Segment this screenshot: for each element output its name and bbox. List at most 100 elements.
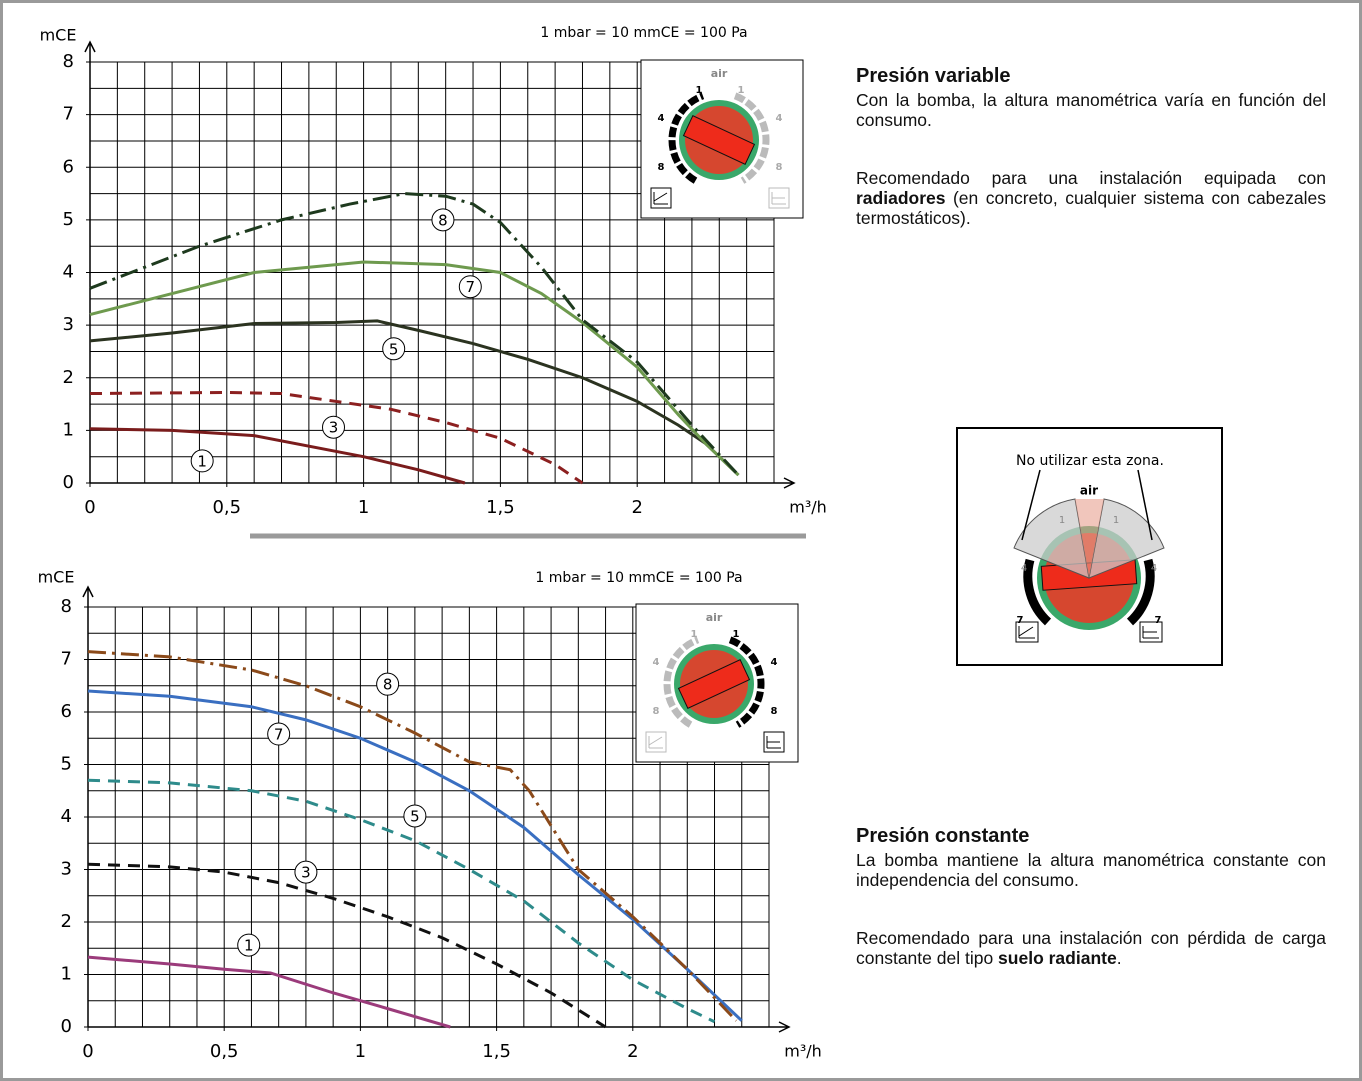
axis [82, 585, 94, 1027]
y-tick-label: 1 [63, 419, 74, 440]
dial-mark: 1 [1113, 515, 1119, 526]
y-tick-label: 7 [63, 104, 74, 125]
mode-icon-glyph [1142, 626, 1159, 639]
air-icon: air [711, 67, 728, 80]
mode-icon-glyph [1018, 626, 1035, 639]
y-axis-label: mCE [40, 26, 77, 45]
text-run: Recomendado para una instalación equipad… [856, 168, 1326, 188]
mode-icon [650, 187, 672, 209]
note: 1 mbar = 10 mmCE = 100 Pa [535, 570, 742, 586]
y-tick-label: 3 [63, 314, 74, 335]
dial-inset: air 1 4 8 1 4 8 [640, 59, 804, 219]
text-run: (en concreto, cualquier sistema con cabe… [856, 188, 1326, 228]
x-tick-label: 0 [82, 1041, 93, 1062]
axis [90, 477, 796, 489]
mode-icon-glyph [771, 192, 786, 205]
heading: Presión constante [856, 825, 1030, 847]
paragraph: Con la bomba, la altura manométrica varí… [856, 90, 1326, 130]
dial-label: 8 [653, 706, 660, 717]
axis [84, 40, 96, 483]
dial-knob [682, 114, 756, 166]
curve-label: 1 [197, 452, 207, 470]
forbidden-left [1013, 498, 1090, 579]
curve-label: 7 [466, 278, 476, 296]
y-tick-label: 6 [63, 156, 74, 177]
dial-label: 1 [691, 629, 698, 640]
mode-icon-glyph [766, 736, 781, 749]
dial-arc [728, 636, 765, 728]
curve [87, 955, 451, 1029]
x-tick-label: 2 [627, 1041, 638, 1062]
mode-icon-glyph [653, 192, 668, 205]
curve-badge [403, 804, 427, 828]
curve-badge [237, 933, 261, 957]
text-run: Recomendado para una instalación con pér… [856, 928, 1326, 968]
curve-badge [382, 337, 406, 361]
y-tick-label: 8 [63, 51, 74, 72]
curve-badge [267, 722, 291, 746]
curve-label: 3 [301, 864, 311, 882]
curve-badge [376, 672, 400, 696]
pointer [1137, 469, 1153, 541]
pointer [1021, 469, 1041, 541]
warning-label: No utilizar esta zona. [1016, 453, 1164, 469]
curve [89, 260, 740, 477]
mode-icon-glyph [648, 736, 663, 749]
variable-block: Presión variable Con la bomba, la altura… [856, 66, 1326, 266]
curve-badge [190, 449, 214, 473]
dial-arc [1126, 558, 1155, 626]
curve-label: 3 [329, 419, 339, 437]
dial-arc [668, 92, 705, 184]
text-bold: radiadores [856, 188, 946, 208]
dial-knob [677, 658, 751, 710]
curve [87, 778, 716, 1024]
x-tick-label: 2 [631, 497, 642, 518]
dial-label: 8 [771, 706, 778, 717]
x-tick-label: 1 [358, 497, 369, 518]
curve-label: 8 [383, 676, 393, 694]
heading: Presión variable [856, 65, 1011, 87]
y-tick-label: 2 [63, 367, 74, 388]
x-axis-label: m³/h [784, 1042, 822, 1061]
dial-mark: 7 [1155, 615, 1162, 626]
dial-label: 4 [776, 113, 783, 124]
y-tick-label: 8 [61, 596, 72, 617]
x-axis-label: m³/h [789, 498, 827, 517]
curve [87, 862, 607, 1029]
x-tick-label: 1 [355, 1041, 366, 1062]
curve [89, 390, 584, 485]
curve [89, 192, 740, 477]
dial-label: 1 [733, 629, 740, 640]
dial-label: 1 [738, 85, 745, 96]
x-tick-label: 0 [84, 497, 95, 518]
paragraph: La bomba mantiene la altura manométrica … [856, 850, 1326, 890]
dial-label: 4 [771, 657, 778, 668]
y-tick-label: 7 [61, 649, 72, 670]
air-icon: air [1080, 484, 1098, 498]
curve-label: 5 [410, 807, 420, 825]
y-tick-label: 4 [63, 262, 74, 283]
y-tick-label: 0 [63, 472, 74, 493]
dial-arc [663, 636, 700, 728]
y-tick-label: 5 [63, 209, 74, 230]
curve-label: 1 [244, 937, 254, 955]
curve [87, 689, 743, 1022]
paragraph: Recomendado para una instalación equipad… [856, 168, 1326, 228]
curve [89, 319, 740, 477]
curve-label: 8 [438, 211, 448, 229]
forbidden-right [1088, 498, 1165, 579]
dial-label: 8 [776, 162, 783, 173]
dial-inset: air 1 4 8 1 4 8 [635, 603, 799, 763]
axis [88, 1021, 791, 1033]
y-tick-label: 3 [61, 859, 72, 880]
dial-label: 1 [696, 85, 703, 96]
dial-arc [1023, 558, 1052, 626]
curve [89, 427, 466, 485]
y-tick-label: 2 [61, 911, 72, 932]
dial-label: 4 [658, 113, 665, 124]
x-tick-label: 1,5 [482, 1041, 511, 1062]
text-bold: suelo radiante [998, 948, 1117, 968]
x-tick-label: 0,5 [210, 1041, 239, 1062]
curve-label: 7 [274, 726, 284, 744]
